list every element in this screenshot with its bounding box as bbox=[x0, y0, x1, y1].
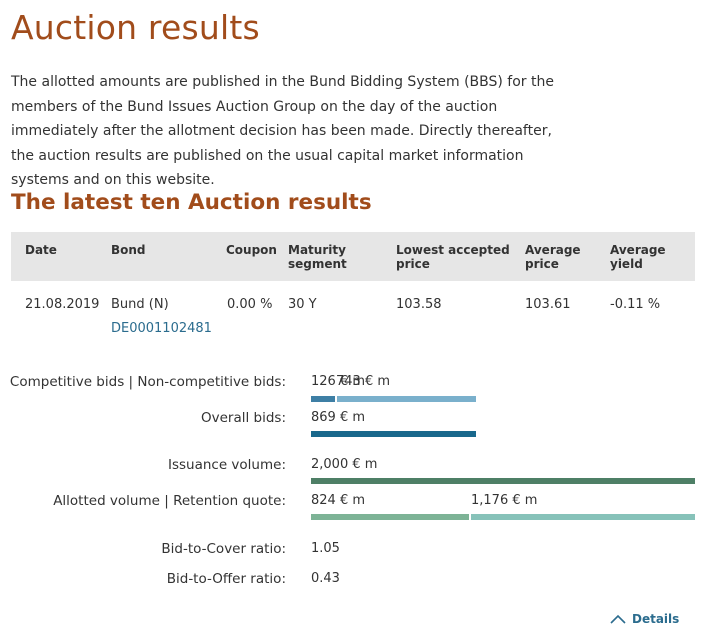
overall-bids-value: 869 € m bbox=[311, 410, 366, 425]
header-maturity: Maturity segment bbox=[288, 243, 347, 271]
bid-to-cover-label: Bid-to-Cover ratio: bbox=[161, 541, 286, 557]
allotted-volume-label: Allotted volume | Retention quote: bbox=[53, 493, 286, 509]
row-coupon: 0.00 % bbox=[227, 297, 273, 312]
header-bond: Bond bbox=[111, 243, 146, 257]
header-maturity-line1: Maturity bbox=[288, 243, 346, 257]
overall-bids-bar bbox=[311, 431, 476, 437]
row-average-price: 103.61 bbox=[525, 297, 571, 312]
header-date: Date bbox=[25, 243, 57, 257]
allotted-volume-bar bbox=[311, 514, 469, 520]
competitive-label: Competitive bids | Non-competitive bids: bbox=[9, 374, 286, 390]
header-avgprice-line2: price bbox=[525, 257, 559, 271]
issuance-volume-label: Issuance volume: bbox=[167, 457, 286, 473]
results-table-header: Date Bond Coupon Maturity segment Lowest… bbox=[11, 232, 695, 281]
issuance-volume-value: 2,000 € m bbox=[311, 457, 378, 472]
non-competitive-value: 743 € m bbox=[336, 374, 391, 389]
header-coupon: Coupon bbox=[226, 243, 277, 257]
retention-quote-bar bbox=[471, 514, 695, 520]
bid-to-cover-value: 1.05 bbox=[311, 541, 340, 556]
row-date: 21.08.2019 bbox=[25, 297, 100, 312]
details-toggle-label: Details bbox=[632, 612, 680, 626]
section-title: The latest ten Auction results bbox=[11, 190, 372, 215]
row-isin-link[interactable]: DE0001102481 bbox=[111, 321, 212, 336]
header-maturity-line2: segment bbox=[288, 257, 347, 271]
overall-bids-label: Overall bids: bbox=[200, 410, 286, 426]
chevron-up-icon bbox=[610, 614, 626, 624]
header-avgyield-line1: Average bbox=[610, 243, 666, 257]
header-average-yield: Average yield bbox=[610, 243, 666, 271]
row-maturity: 30 Y bbox=[288, 297, 317, 312]
competitive-bar bbox=[311, 396, 335, 402]
details-toggle-button[interactable]: Details bbox=[610, 612, 679, 626]
competitive-value: 126 € m bbox=[311, 374, 366, 389]
header-lowest-line1: Lowest accepted bbox=[396, 243, 510, 257]
header-lowest-line2: price bbox=[396, 257, 430, 271]
header-avgyield-line2: yield bbox=[610, 257, 643, 271]
header-avgprice-line1: Average bbox=[525, 243, 581, 257]
non-competitive-bar bbox=[337, 396, 476, 402]
intro-text: The allotted amounts are published in th… bbox=[11, 74, 554, 188]
retention-quote-value: 1,176 € m bbox=[471, 493, 538, 508]
bid-to-offer-label: Bid-to-Offer ratio: bbox=[166, 571, 286, 587]
row-average-yield: -0.11 % bbox=[610, 297, 661, 312]
bid-to-offer-value: 0.43 bbox=[311, 571, 340, 586]
row-bond: Bund (N) bbox=[111, 297, 169, 312]
allotted-volume-value: 824 € m bbox=[311, 493, 366, 508]
row-lowest-price: 103.58 bbox=[396, 297, 442, 312]
header-average-price: Average price bbox=[525, 243, 581, 271]
page-title: Auction results bbox=[11, 8, 260, 47]
header-lowest-price: Lowest accepted price bbox=[396, 243, 510, 271]
issuance-volume-bar bbox=[311, 478, 695, 484]
